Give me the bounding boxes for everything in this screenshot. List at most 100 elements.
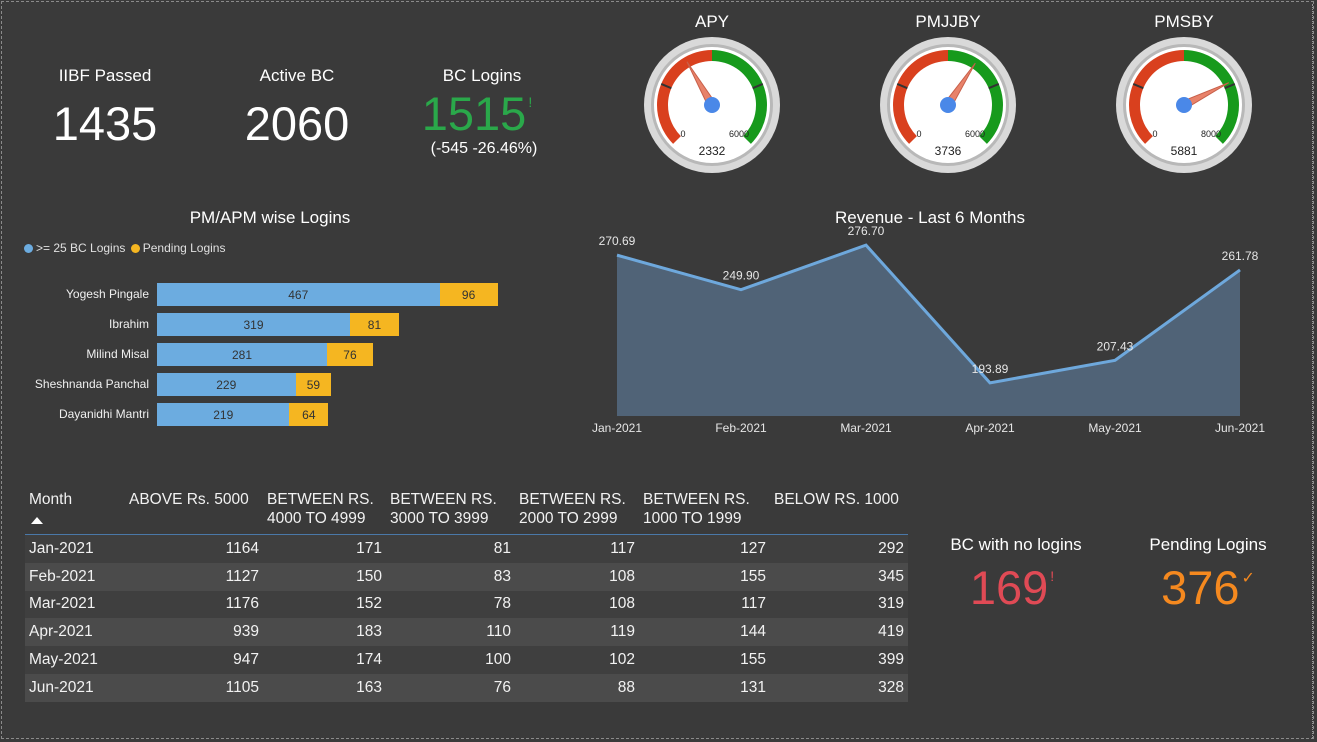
table-cell: 1164 bbox=[125, 534, 263, 563]
active-bc-label: Active BC bbox=[259, 66, 335, 85]
column-header-1000-1999[interactable]: BETWEEN RS. 1000 TO 1999 bbox=[639, 488, 770, 535]
table-cell: 100 bbox=[386, 646, 515, 674]
table-row[interactable]: Jun-2021 1105 163 76 88 131 328 bbox=[25, 673, 908, 702]
gauge-title: PMSBY bbox=[1154, 12, 1214, 31]
iibf-passed-label: IIBF Passed bbox=[58, 66, 152, 85]
table-row[interactable]: Apr-2021 939 183 110 119 144 419 bbox=[25, 618, 908, 647]
bar-category-label: Sheshnanda Panchal bbox=[34, 377, 149, 391]
bar-value-label: 81 bbox=[367, 317, 382, 332]
bar-pending-logins[interactable]: 64 bbox=[289, 403, 329, 426]
table-cell: 171 bbox=[263, 534, 386, 563]
gauge-value-label: 2332 bbox=[699, 144, 726, 158]
table-cell: 174 bbox=[263, 646, 386, 674]
table-cell: 150 bbox=[263, 562, 386, 591]
table-cell: 110 bbox=[386, 618, 515, 647]
table-cell-month: May-2021 bbox=[25, 646, 125, 674]
active-bc-value: 2060 bbox=[244, 97, 350, 150]
table-row[interactable]: Mar-2021 1176 152 78 108 117 319 bbox=[25, 590, 908, 619]
iibf-passed-value: 1435 bbox=[52, 97, 158, 150]
bar-value-label: 281 bbox=[231, 347, 253, 362]
gauge-tick bbox=[752, 83, 764, 90]
column-header-3000-3999[interactable]: BETWEEN RS. 3000 TO 3999 bbox=[386, 488, 515, 535]
table-cell: 119 bbox=[515, 618, 639, 647]
gauge-tick bbox=[660, 83, 672, 90]
table-cell: 155 bbox=[639, 646, 770, 674]
legend-dot-pending bbox=[130, 244, 140, 253]
gauge-tick bbox=[896, 83, 908, 90]
no-logins-label: BC with no logins bbox=[950, 535, 1082, 554]
legend-label-bc-logins: >= 25 BC Logins bbox=[36, 241, 126, 255]
table-cell: 183 bbox=[263, 618, 386, 647]
table-cell: 117 bbox=[639, 590, 770, 619]
bar-bc-logins[interactable]: 219 bbox=[157, 403, 290, 426]
gauge-green-band bbox=[712, 50, 767, 144]
bar-value-label: 59 bbox=[306, 377, 321, 392]
gauge-tick bbox=[988, 83, 1000, 90]
table-cell: 328 bbox=[770, 673, 908, 702]
gauge-min-label: 0 bbox=[1152, 129, 1157, 139]
bar-pending-logins[interactable]: 59 bbox=[295, 373, 332, 396]
bar-value-label: 219 bbox=[213, 407, 234, 422]
table-cell: 102 bbox=[515, 646, 639, 674]
bar-value-label: 467 bbox=[288, 287, 309, 302]
gauge-hub bbox=[940, 97, 956, 113]
bar-category-label: Ibrahim bbox=[108, 317, 149, 331]
table-cell-month: Mar-2021 bbox=[25, 590, 125, 619]
gauge-red-band bbox=[893, 50, 948, 144]
table-cell: 319 bbox=[770, 590, 908, 619]
gauge-min-label: 0 bbox=[916, 129, 921, 139]
table-header-row: Month ABOVE Rs. 5000 BETWEEN RS. 4000 TO… bbox=[25, 488, 908, 535]
table-cell: 345 bbox=[770, 562, 908, 591]
bar-category-label: Yogesh Pingale bbox=[66, 287, 149, 301]
bar-bc-logins[interactable]: 229 bbox=[157, 373, 296, 396]
sort-ascending-icon[interactable] bbox=[31, 517, 43, 524]
table-cell: 131 bbox=[639, 673, 770, 702]
gauge-value-label: 3736 bbox=[935, 144, 962, 158]
bar-pending-logins[interactable]: 81 bbox=[349, 313, 399, 336]
table-cell: 1127 bbox=[125, 562, 263, 591]
bar-category-label: Milind Misal bbox=[86, 347, 149, 361]
gauge-title: APY bbox=[694, 12, 730, 31]
pending-logins-label: Pending Logins bbox=[1149, 535, 1267, 554]
bar-value-label: 76 bbox=[343, 347, 357, 362]
bar-bc-logins[interactable]: 467 bbox=[157, 283, 440, 306]
table-cell-month: Feb-2021 bbox=[25, 562, 125, 591]
table-cell: 117 bbox=[515, 534, 639, 563]
bc-logins-delta: (-545 -26.46%) bbox=[430, 140, 538, 157]
table-cell: 947 bbox=[125, 646, 263, 674]
gauge-max-label: 8000 bbox=[1201, 129, 1221, 139]
column-header-below-1000[interactable]: BELOW RS. 1000 bbox=[770, 488, 908, 535]
column-header-above-5000[interactable]: ABOVE Rs. 5000 bbox=[125, 488, 263, 535]
table-cell: 108 bbox=[515, 562, 639, 591]
bar-category-label: Dayanidhi Mantri bbox=[58, 407, 149, 421]
alert-indicator-icon: ! bbox=[528, 94, 533, 110]
bar-pending-logins[interactable]: 96 bbox=[439, 283, 498, 306]
logins-chart-title: PM/APM wise Logins bbox=[189, 208, 351, 227]
pending-logins-value: 376 ✓ bbox=[1161, 561, 1255, 614]
table-cell: 76 bbox=[386, 673, 515, 702]
gauge-title: PMJJBY bbox=[915, 12, 981, 31]
column-header-2000-2999[interactable]: BETWEEN RS. 2000 TO 2999 bbox=[515, 488, 639, 535]
bar-bc-logins[interactable]: 319 bbox=[157, 313, 350, 336]
table-cell: 155 bbox=[639, 562, 770, 591]
bar-pending-logins[interactable]: 76 bbox=[327, 343, 373, 366]
table-cell: 399 bbox=[770, 646, 908, 674]
table-cell: 88 bbox=[515, 673, 639, 702]
table-cell-month: Jun-2021 bbox=[25, 673, 125, 702]
gauge-hub bbox=[1176, 97, 1192, 113]
column-header-month[interactable]: Month bbox=[25, 488, 125, 535]
checkmark-icon: ✓ bbox=[1241, 570, 1255, 587]
column-header-4000-4999[interactable]: BETWEEN RS. 4000 TO 4999 bbox=[263, 488, 386, 535]
table-cell-month: Apr-2021 bbox=[25, 618, 125, 647]
bc-logins-label: BC Logins bbox=[442, 66, 522, 85]
gauge-tick bbox=[1224, 83, 1236, 90]
table-cell: 939 bbox=[125, 618, 263, 647]
table-cell: 144 bbox=[639, 618, 770, 647]
bar-bc-logins[interactable]: 281 bbox=[157, 343, 327, 366]
table-row[interactable]: May-2021 947 174 100 102 155 399 bbox=[25, 646, 908, 674]
gauge-value-label: 5881 bbox=[1171, 144, 1198, 158]
table-cell: 1105 bbox=[125, 673, 263, 702]
bc-logins-value: 1515! bbox=[421, 87, 533, 140]
table-row[interactable]: Jan-2021 1164 171 81 117 127 292 bbox=[25, 534, 908, 563]
table-row[interactable]: Feb-2021 1127 150 83 108 155 345 bbox=[25, 562, 908, 591]
